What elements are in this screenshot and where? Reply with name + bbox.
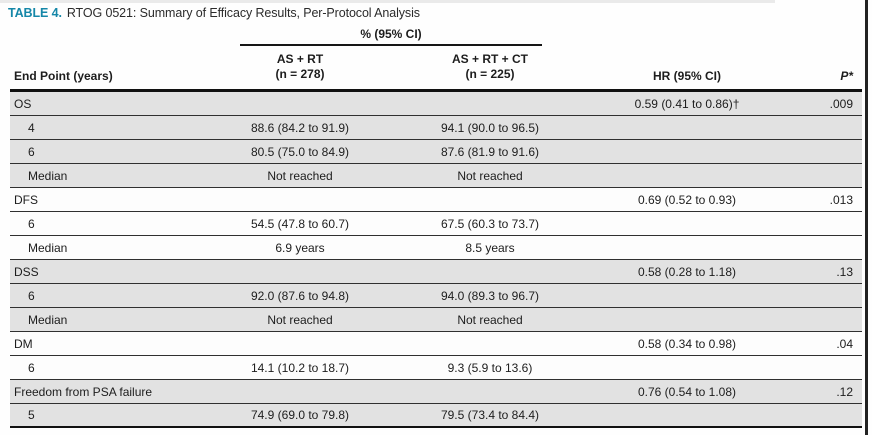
table-row: 5 74.9 (69.0 to 79.8) 79.5 (73.4 to 84.4…	[10, 404, 862, 428]
table-row: Freedom from PSA failure 0.76 (0.54 to 1…	[10, 380, 862, 404]
cell-endpoint: 6	[28, 216, 35, 231]
cell-p-value: .13	[836, 264, 853, 279]
span-header-rule	[240, 44, 542, 46]
cell-endpoint: 6	[28, 360, 35, 375]
cell-endpoint: 6	[28, 288, 35, 303]
table-header: % (95% CI) End Point (years) AS + RT (n …	[0, 0, 872, 92]
cell-endpoint: Freedom from PSA failure	[14, 384, 153, 399]
cell-endpoint: 4	[28, 120, 35, 135]
table-row: DSS 0.58 (0.28 to 1.18) .13	[10, 260, 862, 284]
cell-endpoint: 5	[28, 408, 35, 422]
col-header-hr: HR (95% CI)	[652, 69, 721, 83]
col-header-as-rt: AS + RT (n = 278)	[190, 52, 410, 82]
cell-hr-value: 0.69 (0.52 to 0.93)	[637, 192, 737, 207]
cell-as-rt-ct-value: Not reached	[457, 168, 523, 183]
cell-as-rt-value: 6.9 years	[275, 240, 325, 255]
cell-hr-value: 0.58 (0.34 to 0.98)	[637, 336, 737, 351]
cell-as-rt-ct-value: 8.5 years	[465, 240, 515, 255]
col-header-as-rt-ct-n: (n = 225)	[465, 67, 515, 81]
table-row: 4 88.6 (84.2 to 91.9) 94.1 (90.0 to 96.5…	[10, 116, 862, 140]
cell-as-rt-ct-value: 9.3 (5.9 to 13.6)	[447, 360, 533, 375]
cell-hr-value: 0.58 (0.28 to 1.18)	[637, 264, 737, 279]
col-header-as-rt-ct: AS + RT + CT (n = 225)	[410, 52, 570, 82]
table-row: 6 92.0 (87.6 to 94.8) 94.0 (89.3 to 96.7…	[10, 284, 862, 308]
col-header-p-value: P*	[840, 69, 853, 83]
table-row: OS 0.59 (0.41 to 0.86)† .009	[10, 92, 862, 116]
cell-hr-value: 0.59 (0.41 to 0.86)†	[634, 96, 740, 111]
page-top-edge-line	[0, 0, 775, 3]
cell-as-rt-value: 88.6 (84.2 to 91.9)	[250, 120, 350, 135]
cell-as-rt-value: 80.5 (75.0 to 84.9)	[250, 144, 350, 159]
cell-endpoint: 6	[28, 144, 35, 159]
table-row: Median Not reached Not reached	[10, 164, 862, 188]
cell-endpoint: Median	[28, 312, 68, 327]
table-caption: TABLE 4. RTOG 0521: Summary of Efficacy R…	[8, 6, 420, 20]
cell-p-value: .12	[836, 384, 853, 399]
page-right-edge-line	[865, 0, 868, 435]
col-header-as-rt-ct-arm: AS + RT + CT	[451, 52, 528, 66]
table-row: 6 14.1 (10.2 to 18.7) 9.3 (5.9 to 13.6)	[10, 356, 862, 380]
cell-as-rt-ct-value: 79.5 (73.4 to 84.4)	[440, 408, 540, 422]
cell-endpoint: DFS	[14, 192, 38, 207]
cell-as-rt-value: 74.9 (69.0 to 79.8)	[250, 408, 350, 422]
table-row: Median Not reached Not reached	[10, 308, 862, 332]
cell-p-value: .013	[829, 192, 853, 207]
cell-as-rt-value: 92.0 (87.6 to 94.8)	[250, 288, 350, 303]
table-title-text: RTOG 0521: Summary of Efficacy Results, …	[66, 6, 420, 20]
cell-endpoint: Median	[28, 168, 68, 183]
table-row: DFS 0.69 (0.52 to 0.93) .013	[10, 188, 862, 212]
cell-p-value: .04	[836, 336, 853, 351]
cell-endpoint: Median	[28, 240, 68, 255]
table-body: OS 0.59 (0.41 to 0.86)† .009 4 88.6 (84.…	[10, 89, 862, 428]
col-header-as-rt-n: (n = 278)	[275, 67, 325, 81]
col-header-endpoint: End Point (years)	[14, 69, 113, 83]
table-row: Median 6.9 years 8.5 years	[10, 236, 862, 260]
cell-as-rt-ct-value: 94.0 (89.3 to 96.7)	[440, 288, 540, 303]
cell-as-rt-value: Not reached	[267, 312, 333, 327]
cell-hr-value: 0.76 (0.54 to 1.08)	[637, 384, 737, 399]
cell-as-rt-ct-value: 67.5 (60.3 to 73.7)	[440, 216, 540, 231]
col-header-as-rt-arm: AS + RT	[276, 52, 324, 66]
cell-endpoint: DM	[14, 336, 33, 351]
table-number-label: TABLE 4.	[8, 6, 62, 20]
cell-as-rt-ct-value: 94.1 (90.0 to 96.5)	[440, 120, 540, 135]
cell-p-value: .009	[829, 96, 853, 111]
table-row: DM 0.58 (0.34 to 0.98) .04	[10, 332, 862, 356]
span-header-pct-95-ci: % (95% CI)	[360, 27, 422, 41]
cell-as-rt-ct-value: 87.6 (81.9 to 91.6)	[440, 144, 540, 159]
cell-as-rt-value: 54.5 (47.8 to 60.7)	[250, 216, 350, 231]
table-row: 6 80.5 (75.0 to 84.9) 87.6 (81.9 to 91.6…	[10, 140, 862, 164]
cell-endpoint: DSS	[14, 264, 39, 279]
cell-as-rt-value: Not reached	[267, 168, 333, 183]
cell-as-rt-value: 14.1 (10.2 to 18.7)	[250, 360, 350, 375]
cell-endpoint: OS	[14, 96, 32, 111]
table-row: 6 54.5 (47.8 to 60.7) 67.5 (60.3 to 73.7…	[10, 212, 862, 236]
cell-as-rt-ct-value: Not reached	[457, 312, 523, 327]
